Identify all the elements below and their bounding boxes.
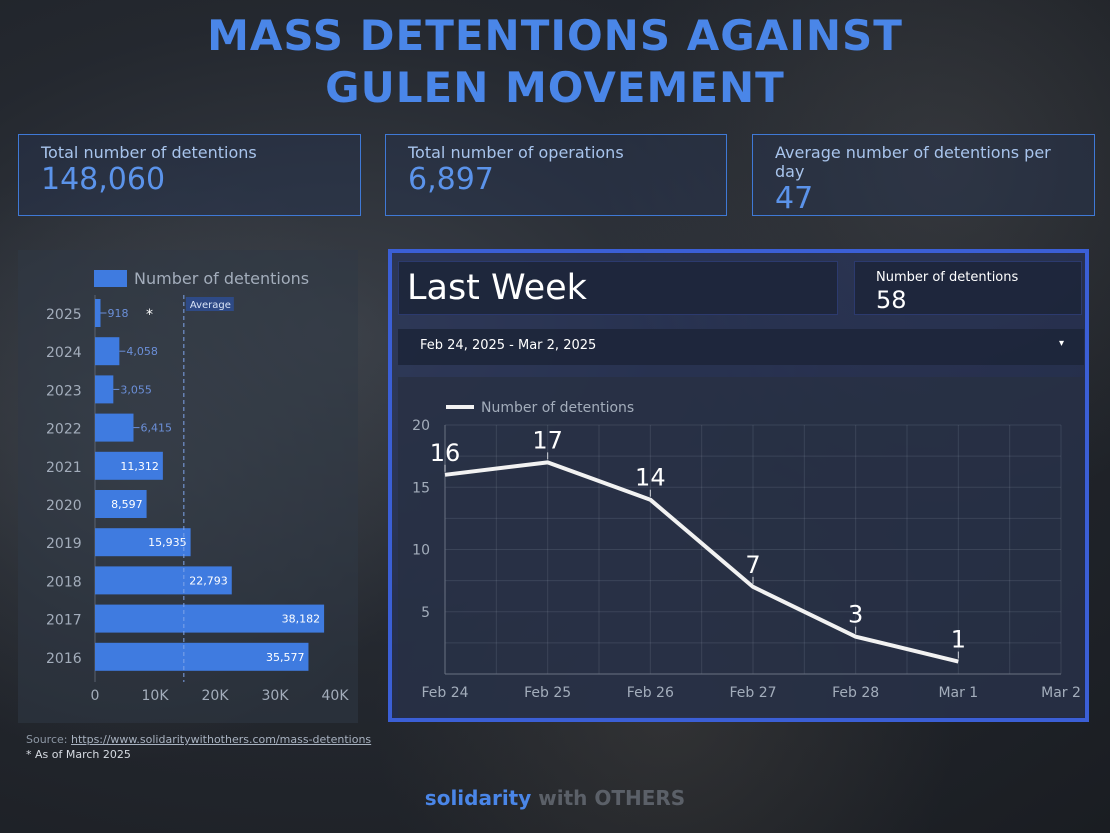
bar-value-label: 38,182 [282,613,321,626]
bar-value-label: 918 [108,307,129,320]
brand-logo: solidarity with OTHERS [0,786,1110,810]
bar-value-label: 15,935 [148,536,187,549]
x-tick-label: Mar 2 [1041,685,1081,701]
kpi-value: 6,897 [408,162,494,197]
bar [95,337,120,366]
y-tick-label: 5 [421,605,430,621]
bar [95,413,134,442]
year-label: 2024 [46,345,82,361]
data-label: 7 [745,551,760,579]
x-tick-label: Feb 25 [524,685,571,701]
year-label: 2018 [46,574,82,590]
year-label: 2019 [46,536,82,552]
bar [95,604,325,633]
x-tick-label: 0 [91,688,100,704]
bar-value-label: 11,312 [120,460,159,473]
year-label: 2025 [46,307,82,323]
legend-label: Number of detentions [481,400,634,416]
kpi-avg-per-day: Average number of detentions per day 47 [752,134,1095,216]
data-label: 14 [635,464,666,492]
bar [95,566,232,595]
brand-part-2: with OTHERS [538,786,686,810]
bar [95,490,147,518]
x-tick-label: 40K [322,688,350,704]
daily-line-chart-panel: Number of detentions 5 10 15 20 Feb 24 Feb 25 F… [398,377,1084,717]
bar-value-label: 3,055 [120,383,152,396]
year-label: 2017 [46,613,82,629]
yearly-detentions-panel: Number of detentions 2025 918 * 2024 4,058 202… [18,250,358,723]
data-label: 1 [951,626,966,654]
x-tick-label: Feb 28 [832,685,879,701]
year-label: 2021 [46,460,82,476]
brand-part-1: solidarity [424,786,532,810]
x-tick-label: Feb 26 [627,685,674,701]
average-label: Average [190,300,231,311]
last-week-count-label: Number of detentions [876,270,1019,285]
last-week-count-card: Number of detentions 58 [854,261,1082,315]
series-line [444,460,959,664]
year-label: 2023 [46,383,82,399]
kpi-label: Average number of detentions per day [775,143,1051,181]
kpi-total-operations: Total number of operations 6,897 [385,134,727,216]
y-tick-label: 15 [412,480,430,496]
kpi-value: 148,060 [41,162,166,197]
year-label: 2022 [46,422,82,438]
as-of-note: * As of March 2025 [26,748,131,761]
as-of-marker: * [146,307,153,323]
last-week-count-value: 58 [876,286,907,314]
bar-value-label: 8,597 [111,498,143,511]
x-tick-label: Feb 24 [421,685,468,701]
bar [95,299,101,327]
x-tick-label: 30K [262,688,290,704]
bar [95,375,114,404]
legend-swatch [94,270,127,287]
y-tick-label: 20 [412,418,430,434]
kpi-label: Total number of detentions [41,143,257,162]
footnote: Source: https://www.solidaritywithothers… [26,732,371,762]
x-tick-label: 10K [142,688,170,704]
kpi-total-detentions: Total number of detentions 148,060 [18,134,361,216]
x-tick-label: Mar 1 [938,685,978,701]
legend-label: Number of detentions [134,269,309,288]
data-label: 17 [532,426,563,454]
source-label: Source: [26,733,68,746]
title-line-1: MASS DETENTIONS AGAINST [207,11,903,60]
x-tick-label: Feb 27 [729,685,776,701]
caret-down-icon[interactable]: ▾ [1058,338,1064,349]
page-title: MASS DETENTIONS AGAINST GULEN MOVEMENT [0,10,1110,114]
source-link[interactable]: https://www.solidaritywithothers.com/mas… [71,733,372,746]
data-label: 16 [430,439,461,467]
last-week-header: Last Week [398,261,838,315]
bar-value-label: 6,415 [140,422,172,435]
data-label: 3 [848,601,863,629]
bar [95,451,163,480]
bar-value-label: 4,058 [126,345,157,358]
bar [95,642,309,671]
last-week-panel: Last Week Number of detentions 58 Feb 24… [388,249,1089,722]
y-tick-label: 10 [412,543,430,559]
last-week-title: Last Week [407,268,587,308]
average-label-bg [185,297,234,311]
bar-value-label: 22,793 [189,574,228,587]
date-range-text: Feb 24, 2025 - Mar 2, 2025 [420,338,597,353]
kpi-label: Total number of operations [408,143,624,162]
title-line-2: GULEN MOVEMENT [325,63,785,112]
year-label: 2016 [46,651,82,667]
kpi-value: 47 [775,181,814,216]
year-label: 2020 [46,498,82,514]
bar [95,528,191,557]
date-range-dropdown[interactable]: Feb 24, 2025 - Mar 2, 2025 ▾ [398,329,1084,365]
bar-value-label: 35,577 [266,651,305,664]
yearly-bar-chart: Number of detentions 2025 918 * 2024 4,058 202… [46,269,350,704]
x-tick-label: 20K [202,688,230,704]
daily-line-chart: Number of detentions 5 10 15 20 Feb 24 Feb 25 F… [412,400,1081,701]
